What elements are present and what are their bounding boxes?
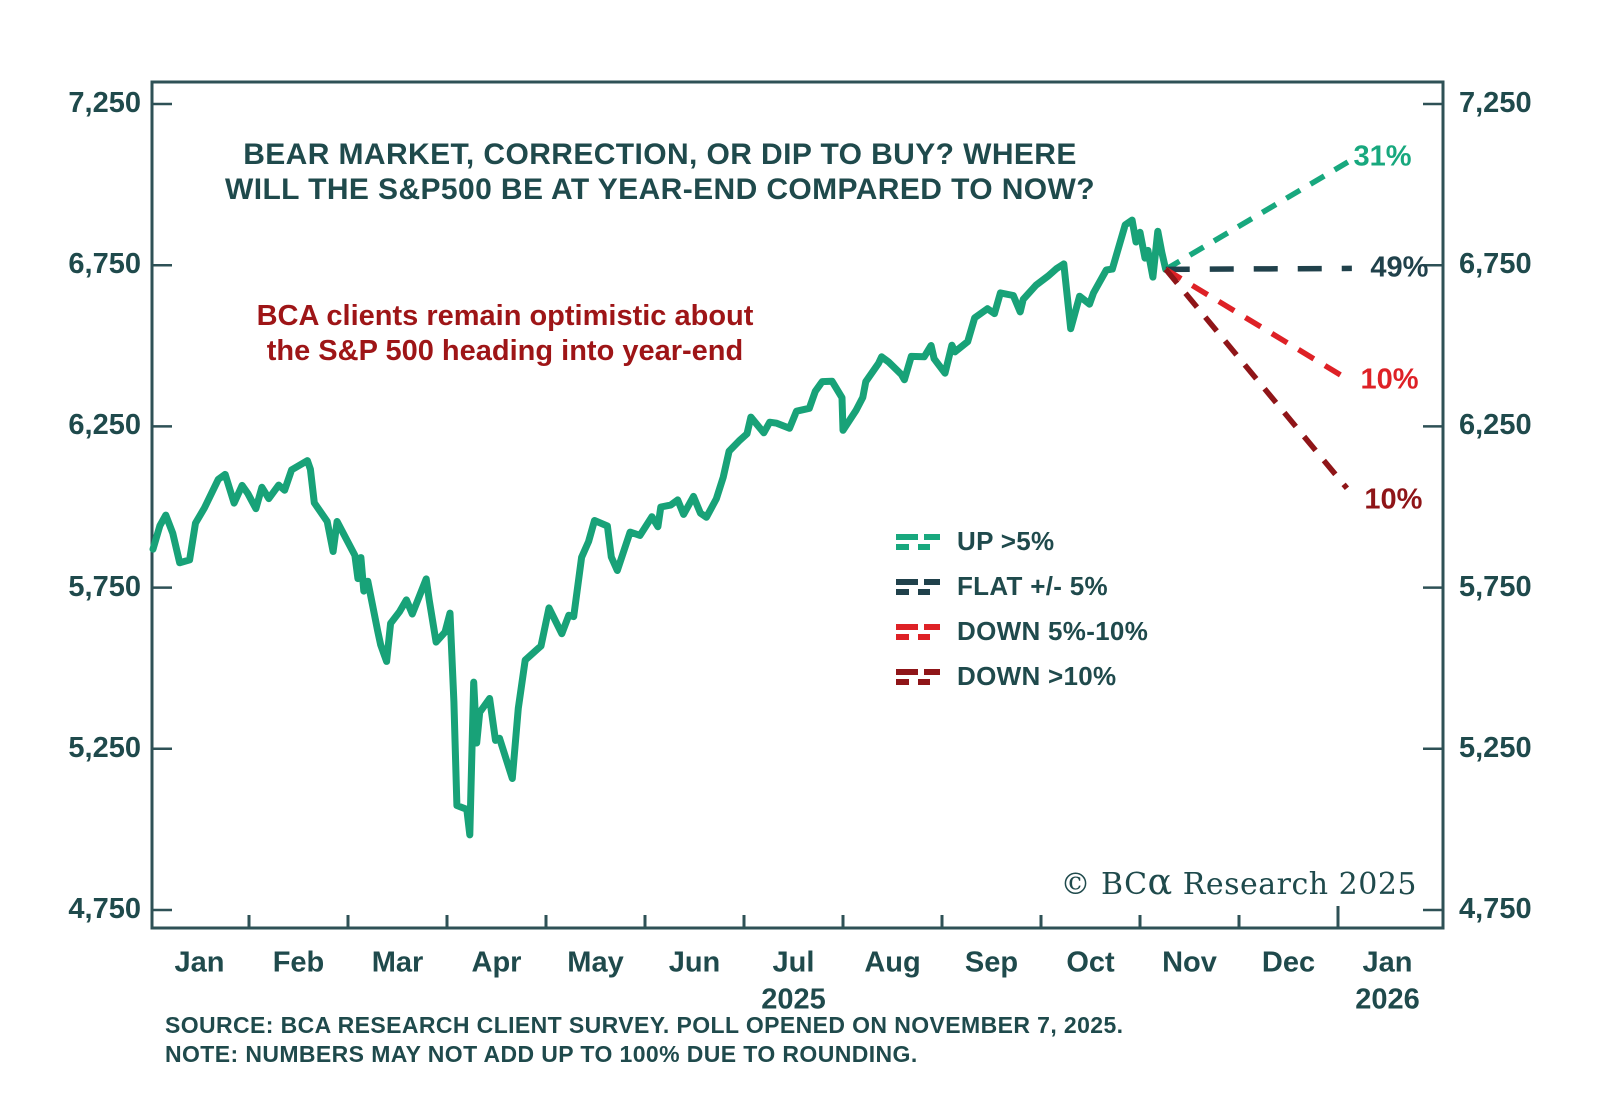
legend-label-flat: FLAT +/- 5%	[957, 571, 1108, 601]
projection-label-down5: 10%	[1360, 363, 1419, 396]
projection-label-down10: 10%	[1364, 483, 1423, 516]
sp500-price-line	[149, 216, 1170, 839]
dashed-line-swatch-red-icon	[896, 623, 940, 640]
source-note-block: SOURCE: BCA RESEARCH CLIENT SURVEY. POLL…	[165, 1011, 1123, 1068]
source-line: SOURCE: BCA RESEARCH CLIENT SURVEY. POLL…	[165, 1012, 1124, 1038]
x-axis-month-label: Apr	[471, 946, 522, 979]
legend: UP >5% FLAT +/- 5% DOWN 5%-10% DOWN >10%	[895, 519, 1148, 699]
y-axis-label-left: 5,250	[68, 731, 141, 764]
x-axis-month-label: Mar	[371, 946, 424, 979]
x-axis-month-label: Jan	[174, 946, 225, 979]
legend-item-down10: DOWN >10%	[895, 654, 1148, 699]
projection-label-up: 31%	[1353, 140, 1412, 173]
y-axis-label-left: 5,750	[68, 570, 141, 603]
x-axis-month-label: Feb	[272, 946, 325, 979]
projection-line-down10	[1163, 267, 1350, 491]
y-axis-label-right: 7,250	[1459, 87, 1532, 119]
y-axis-label-left: 6,250	[68, 409, 141, 442]
projection-line-up	[1164, 159, 1350, 272]
y-axis-label-right: 6,250	[1459, 409, 1532, 442]
y-axis-label-right: 4,750	[1459, 893, 1532, 925]
x-axis-month-label: Sep	[964, 946, 1019, 979]
chart-subtitle: BCA clients remain optimistic about the …	[245, 299, 765, 369]
chart-title-line2: WILL THE S&P500 BE AT YEAR-END COMPARED …	[225, 173, 1095, 206]
chart-subtitle-line2: the S&P 500 heading into year-end	[266, 335, 744, 367]
y-axis-label-right: 5,750	[1459, 570, 1532, 603]
copyright-suffix: Research 2025	[1172, 867, 1417, 902]
projection-line-flat	[1165, 265, 1352, 273]
chart-title-line1: BEAR MARKET, CORRECTION, OR DIP TO BUY? …	[243, 138, 1077, 171]
copyright-prefix: © BC	[1060, 867, 1148, 902]
legend-item-down5: DOWN 5%-10%	[895, 609, 1148, 654]
x-axis-year-label: 2026	[1355, 983, 1420, 1016]
x-axis-month-label: Oct	[1066, 946, 1115, 979]
x-axis-month-label: Jun	[668, 946, 721, 979]
dashed-line-swatch-navy-icon	[896, 578, 940, 595]
legend-label-down10: DOWN >10%	[957, 661, 1117, 691]
dashed-line-swatch-darkred-icon	[896, 668, 940, 685]
x-axis-month-label: Jan	[1362, 946, 1413, 979]
x-axis-month-label: Jul	[772, 946, 815, 979]
x-axis-month-label: May	[567, 946, 624, 979]
y-axis-label-right: 5,250	[1459, 731, 1532, 764]
y-axis-label-left: 6,750	[68, 248, 141, 281]
legend-label-up: UP >5%	[957, 526, 1055, 556]
dashed-line-swatch-green-icon	[896, 533, 940, 550]
legend-item-flat: FLAT +/- 5%	[895, 564, 1148, 609]
x-axis-month-label: Aug	[864, 946, 921, 979]
y-axis-label-right: 6,750	[1459, 248, 1532, 281]
y-axis-label-left: 7,250	[68, 87, 141, 119]
chart-title: BEAR MARKET, CORRECTION, OR DIP TO BUY? …	[200, 137, 1120, 207]
x-axis-month-label: Nov	[1162, 946, 1217, 979]
copyright-notice: © BCα Research 2025	[1060, 863, 1417, 902]
legend-label-down5: DOWN 5%-10%	[957, 616, 1149, 646]
projection-label-flat: 49%	[1370, 251, 1429, 284]
note-line: NOTE: NUMBERS MAY NOT ADD UP TO 100% DUE…	[165, 1040, 918, 1067]
x-axis-year-label: 2025	[761, 983, 826, 1016]
y-axis-label-left: 4,750	[68, 893, 141, 925]
x-axis-month-label: Dec	[1261, 946, 1316, 979]
chart-subtitle-line1: BCA clients remain optimistic about	[256, 300, 754, 332]
projection-line-down5	[1164, 267, 1345, 379]
plot-border	[150, 80, 1445, 930]
bca-alpha-glyph: α	[1147, 860, 1173, 903]
legend-item-up: UP >5%	[895, 519, 1148, 564]
